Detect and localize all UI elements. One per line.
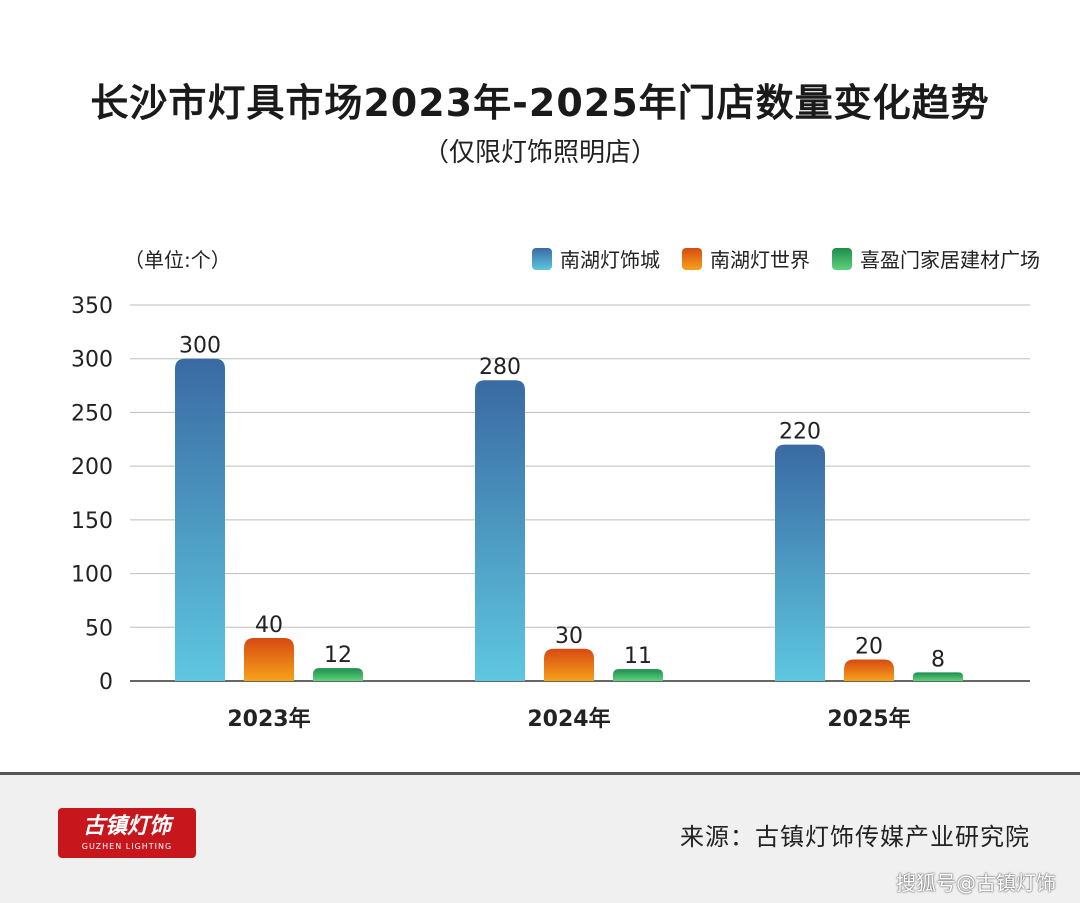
y-tick-label: 0: [99, 670, 113, 695]
data-label: 280: [479, 355, 521, 380]
bar: [844, 659, 894, 681]
guzhen-lighting-logo: 古镇灯饰 GUZHEN LIGHTING: [58, 808, 196, 858]
legend-label: 南湖灯世界: [710, 248, 810, 272]
y-tick-label: 150: [71, 509, 113, 534]
chart-legend: 南湖灯饰城 南湖灯世界 喜盈门家居建材广场: [532, 244, 1040, 273]
logo-text: 古镇灯饰: [82, 813, 171, 839]
footer: 古镇灯饰 GUZHEN LIGHTING 来源：古镇灯饰传媒产业研究院 搜狐号@…: [0, 772, 1080, 903]
bar: [475, 380, 525, 681]
watermark: 搜狐号@古镇灯饰: [896, 871, 1056, 895]
x-tick-label: 2024年: [527, 706, 610, 732]
bar: [313, 668, 363, 681]
data-label: 12: [324, 643, 352, 668]
x-tick-label: 2025年: [827, 706, 910, 732]
bar: [244, 638, 294, 681]
y-tick-label: 300: [71, 348, 113, 373]
legend-item-xiyingmen-plaza: 喜盈门家居建材广场: [832, 244, 1040, 273]
bar: [613, 669, 663, 681]
legend-swatch: [682, 247, 702, 270]
y-tick-label: 50: [85, 616, 113, 641]
y-tick-label: 200: [71, 455, 113, 480]
unit-label: （单位:个）: [124, 248, 231, 272]
bar-chart: 0 50 100 150 200 250 300 350 300 40 12 2023年 280 30 11…: [71, 294, 1030, 732]
legend-item-nanhu-lighting-city: 南湖灯饰城: [532, 244, 660, 273]
chart-subtitle: （仅限灯饰照明店）: [422, 138, 657, 168]
legend-swatch: [832, 247, 852, 270]
legend-label: 喜盈门家居建材广场: [860, 248, 1040, 272]
legend-item-nanhu-lighting-world: 南湖灯世界: [682, 244, 810, 273]
bar: [544, 648, 594, 681]
legend-label: 南湖灯饰城: [560, 248, 660, 272]
logo-subtext: GUZHEN LIGHTING: [81, 842, 173, 851]
bar: [775, 444, 825, 681]
data-label: 220: [779, 420, 821, 445]
data-label: 8: [931, 647, 945, 672]
source-note: 来源：古镇灯饰传媒产业研究院: [680, 823, 1030, 851]
y-tick-label: 100: [71, 563, 113, 588]
y-tick-label: 250: [71, 401, 113, 426]
legend-swatch: [532, 247, 552, 270]
y-tick-label: 350: [71, 294, 113, 319]
bar: [175, 358, 225, 681]
bar: [913, 672, 963, 681]
data-label: 11: [624, 644, 652, 669]
data-label: 300: [179, 334, 221, 359]
data-label: 30: [555, 624, 583, 649]
data-label: 40: [255, 613, 283, 638]
chart-title: 长沙市灯具市场2023年-2025年门店数量变化趋势: [90, 81, 990, 125]
x-tick-label: 2023年: [227, 706, 310, 732]
data-label: 20: [855, 635, 883, 660]
